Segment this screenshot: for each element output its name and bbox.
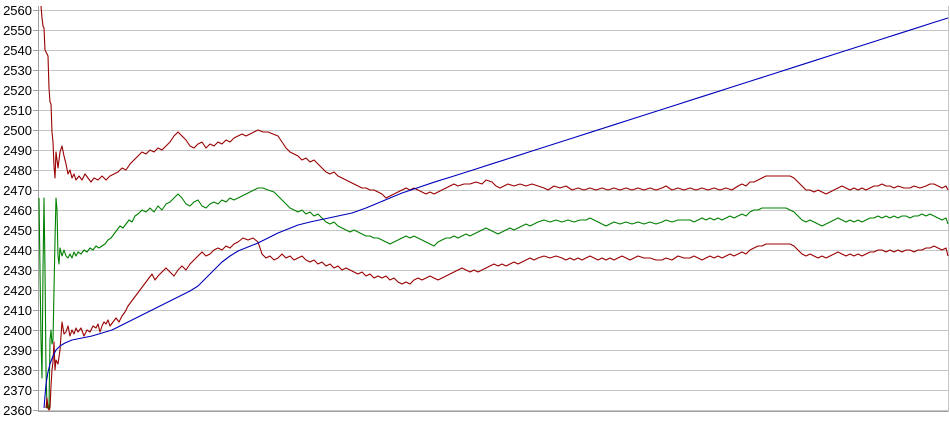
y-axis-label: 2420 [3, 283, 32, 298]
y-axis-label: 2470 [3, 183, 32, 198]
y-axis-label: 2380 [3, 363, 32, 378]
series-line-upper-band-dark-red [40, 5, 949, 199]
y-axis-label: 2410 [3, 303, 32, 318]
y-axis-label: 2540 [3, 43, 32, 58]
y-axis-label: 2390 [3, 343, 32, 358]
series-line-trend-blue [43, 17, 949, 409]
y-axis-label: 2430 [3, 263, 32, 278]
y-axis-label: 2360 [3, 403, 32, 418]
y-axis-label: 2530 [3, 63, 32, 78]
y-axis-label: 2480 [3, 163, 32, 178]
series-line-middle-green [38, 187, 949, 409]
y-axis-label: 2490 [3, 143, 32, 158]
y-axis-label: 2520 [3, 83, 32, 98]
y-axis-label: 2510 [3, 103, 32, 118]
y-axis-label: 2560 [3, 3, 32, 18]
series-line-lower-band-dark-red [45, 237, 949, 411]
y-axis-label: 2440 [3, 243, 32, 258]
y-axis-label: 2500 [3, 123, 32, 138]
y-axis-label: 2400 [3, 323, 32, 338]
y-axis-label: 2370 [3, 383, 32, 398]
y-axis-label: 2460 [3, 203, 32, 218]
y-axis-label: 2450 [3, 223, 32, 238]
y-axis-label: 2550 [3, 23, 32, 38]
